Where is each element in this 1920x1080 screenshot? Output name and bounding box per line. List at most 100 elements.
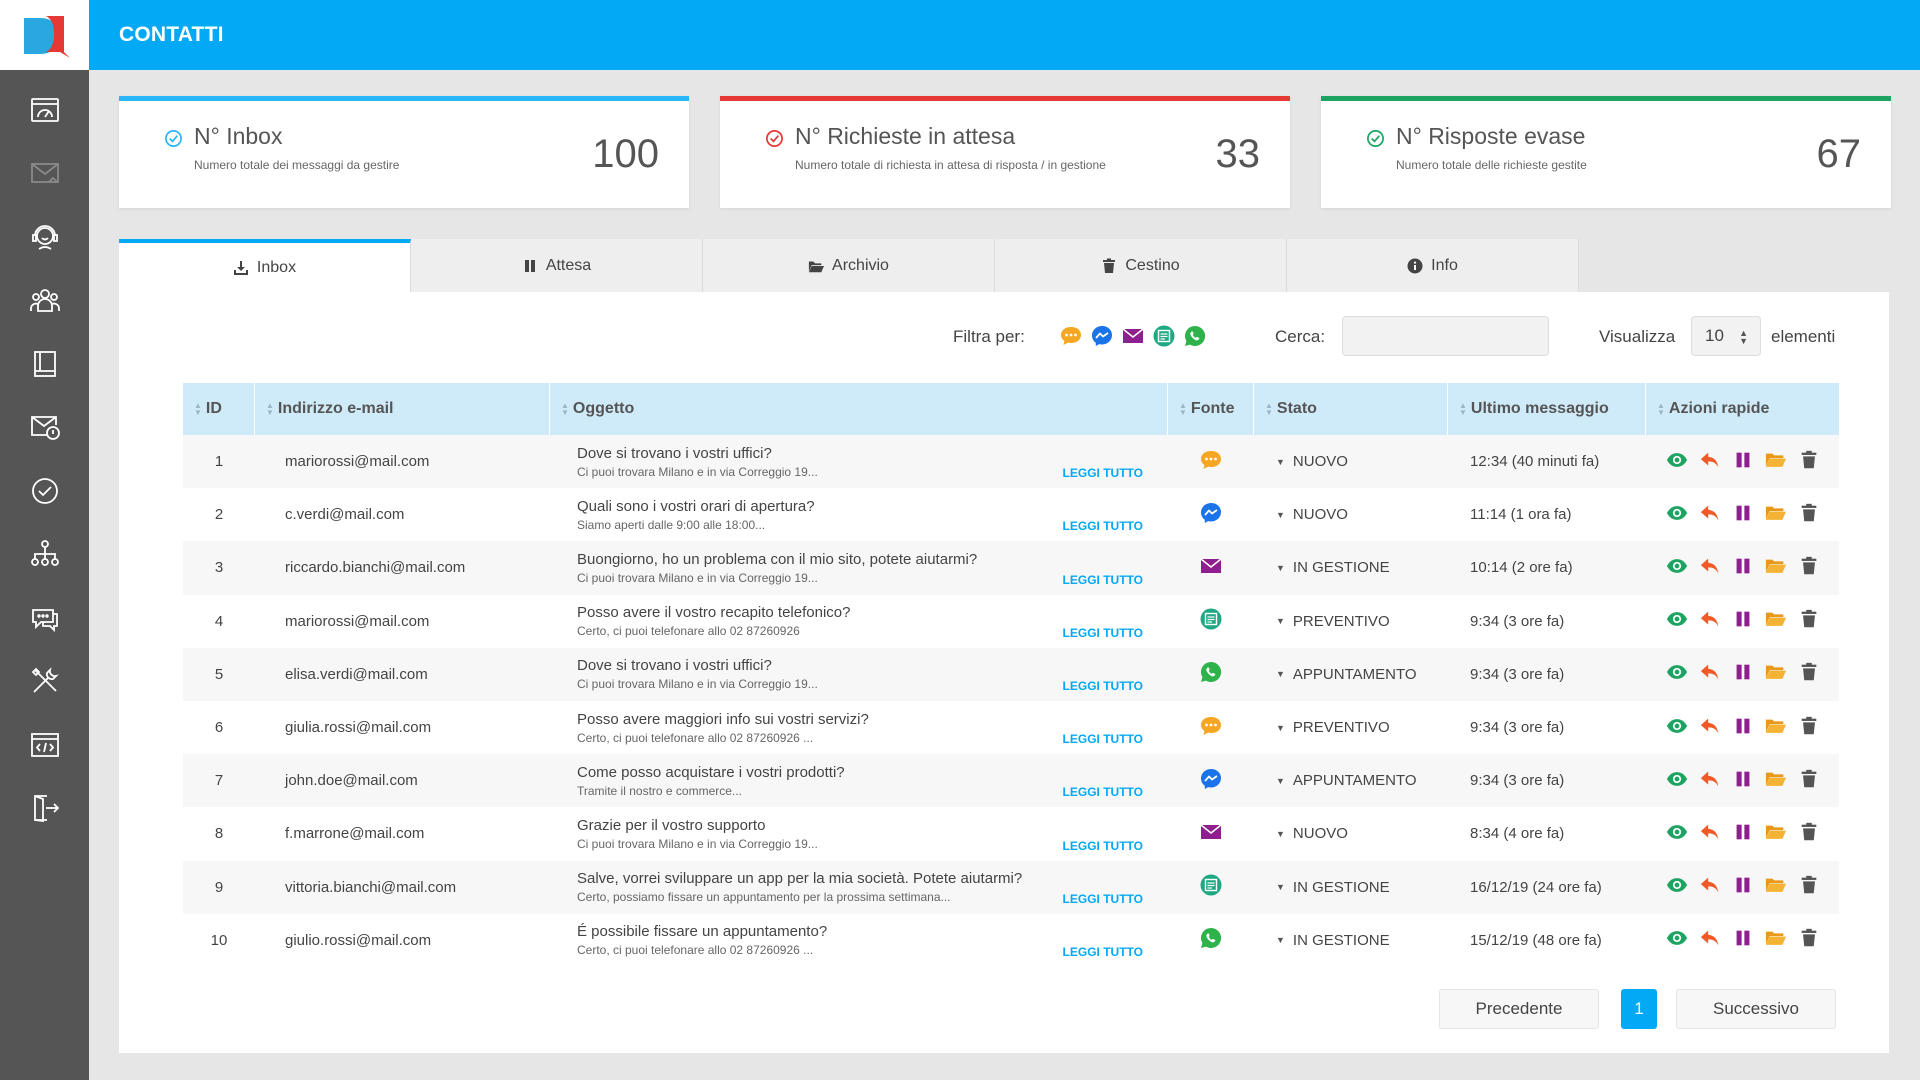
status-dropdown[interactable]: ▼ IN GESTIONE [1254, 861, 1448, 914]
archive-button[interactable] [1765, 821, 1787, 847]
tab-attesa[interactable]: Attesa [411, 239, 703, 292]
status-dropdown[interactable]: ▼ PREVENTIVO [1254, 701, 1448, 754]
read-more-link[interactable]: LEGGI TUTTO [1062, 891, 1143, 906]
table-row[interactable]: 9 vittoria.bianchi@mail.com Salve, vorrei … [183, 860, 1839, 914]
column-header-status[interactable]: ▲ ▼ Stato [1254, 383, 1448, 435]
delete-button[interactable] [1798, 715, 1820, 741]
delete-button[interactable] [1798, 821, 1820, 847]
sidebar-item-logout[interactable] [0, 777, 89, 841]
sidebar-item-mail-timer[interactable] [0, 396, 89, 460]
delete-button[interactable] [1798, 555, 1820, 581]
pause-button[interactable] [1732, 768, 1754, 794]
archive-button[interactable] [1765, 927, 1787, 953]
previous-page-button[interactable]: Precedente [1439, 989, 1599, 1029]
reply-button[interactable] [1699, 768, 1721, 794]
reply-button[interactable] [1699, 821, 1721, 847]
filter-chat-button[interactable] [1059, 324, 1083, 348]
column-header-subject[interactable]: ▲ ▼ Oggetto [550, 383, 1168, 435]
read-more-link[interactable]: LEGGI TUTTO [1062, 466, 1143, 481]
status-dropdown[interactable]: ▼ APPUNTAMENTO [1254, 754, 1448, 807]
table-row[interactable]: 8 f.marrone@mail.com Grazie per il vostro … [183, 807, 1839, 861]
sidebar-item-tools[interactable] [0, 650, 89, 714]
delete-button[interactable] [1798, 874, 1820, 900]
column-header-source[interactable]: ▲ ▼ Fonte [1168, 383, 1254, 435]
read-more-link[interactable]: LEGGI TUTTO [1062, 732, 1143, 747]
filter-messenger-button[interactable] [1090, 324, 1114, 348]
status-dropdown[interactable]: ▼ NUOVO [1254, 435, 1448, 488]
table-row[interactable]: 4 mariorossi@mail.com Posso avere il vostr… [183, 594, 1839, 648]
reply-button[interactable] [1699, 661, 1721, 687]
tab-inbox[interactable]: Inbox [119, 239, 411, 292]
column-header-id[interactable]: ▲ ▼ ID [183, 383, 255, 435]
reply-button[interactable] [1699, 608, 1721, 634]
pause-button[interactable] [1732, 608, 1754, 634]
reply-button[interactable] [1699, 449, 1721, 475]
archive-button[interactable] [1765, 502, 1787, 528]
pause-button[interactable] [1732, 661, 1754, 687]
reply-button[interactable] [1699, 715, 1721, 741]
sidebar-item-done[interactable] [0, 459, 89, 523]
status-dropdown[interactable]: ▼ NUOVO [1254, 488, 1448, 541]
delete-button[interactable] [1798, 449, 1820, 475]
archive-button[interactable] [1765, 715, 1787, 741]
table-row[interactable]: 1 mariorossi@mail.com Dove si trovano i vo… [183, 435, 1839, 489]
table-row[interactable]: 2 c.verdi@mail.com Quali sono i vostri ora… [183, 488, 1839, 542]
status-dropdown[interactable]: ▼ NUOVO [1254, 807, 1448, 860]
delete-button[interactable] [1798, 608, 1820, 634]
view-button[interactable] [1666, 768, 1688, 794]
search-input[interactable] [1342, 316, 1549, 356]
column-header-email[interactable]: ▲ ▼ Indirizzo e-mail [255, 383, 550, 435]
table-row[interactable]: 3 riccardo.bianchi@mail.com Buongiorno, ho… [183, 541, 1839, 595]
status-dropdown[interactable]: ▼ PREVENTIVO [1254, 595, 1448, 648]
pause-button[interactable] [1732, 502, 1754, 528]
archive-button[interactable] [1765, 608, 1787, 634]
reply-button[interactable] [1699, 874, 1721, 900]
page-size-select[interactable]: 10 ▲ ▼ [1691, 316, 1761, 356]
column-header-last-message[interactable]: ▲ ▼ Ultimo messaggio [1448, 383, 1646, 435]
pause-button[interactable] [1732, 874, 1754, 900]
reply-button[interactable] [1699, 927, 1721, 953]
view-button[interactable] [1666, 821, 1688, 847]
sidebar-item-dashboard[interactable] [0, 78, 89, 142]
read-more-link[interactable]: LEGGI TUTTO [1062, 625, 1143, 640]
pause-button[interactable] [1732, 821, 1754, 847]
view-button[interactable] [1666, 715, 1688, 741]
column-header-actions[interactable]: ▲ ▼ Azioni rapide [1657, 400, 1770, 417]
view-button[interactable] [1666, 555, 1688, 581]
status-dropdown[interactable]: ▼ IN GESTIONE [1254, 914, 1448, 967]
view-button[interactable] [1666, 661, 1688, 687]
reply-button[interactable] [1699, 502, 1721, 528]
table-row[interactable]: 6 giulia.rossi@mail.com Posso avere maggio… [183, 700, 1839, 755]
sidebar-item-network[interactable] [0, 523, 89, 587]
read-more-link[interactable]: LEGGI TUTTO [1062, 785, 1143, 800]
sidebar-item-code[interactable] [0, 713, 89, 777]
read-more-link[interactable]: LEGGI TUTTO [1062, 519, 1143, 534]
view-button[interactable] [1666, 449, 1688, 475]
next-page-button[interactable]: Successivo [1676, 989, 1836, 1029]
archive-button[interactable] [1765, 449, 1787, 475]
view-button[interactable] [1666, 608, 1688, 634]
tab-info[interactable]: Info [1287, 239, 1579, 292]
sidebar-item-book[interactable] [0, 332, 89, 396]
read-more-link[interactable]: LEGGI TUTTO [1062, 678, 1143, 693]
sidebar-item-support[interactable] [0, 205, 89, 269]
page-number-button[interactable]: 1 [1621, 989, 1657, 1029]
read-more-link[interactable]: LEGGI TUTTO [1062, 838, 1143, 853]
sidebar-item-users[interactable] [0, 269, 89, 333]
read-more-link[interactable]: LEGGI TUTTO [1062, 944, 1143, 959]
table-row[interactable]: 5 elisa.verdi@mail.com Dove si trovano i v… [183, 647, 1839, 701]
view-button[interactable] [1666, 502, 1688, 528]
delete-button[interactable] [1798, 927, 1820, 953]
view-button[interactable] [1666, 874, 1688, 900]
tab-archivio[interactable]: Archivio [703, 239, 995, 292]
sidebar-item-chat[interactable] [0, 586, 89, 650]
read-more-link[interactable]: LEGGI TUTTO [1062, 572, 1143, 587]
delete-button[interactable] [1798, 768, 1820, 794]
delete-button[interactable] [1798, 502, 1820, 528]
tab-cestino[interactable]: Cestino [995, 239, 1287, 292]
filter-email-button[interactable] [1121, 324, 1145, 348]
logo[interactable] [0, 0, 89, 70]
pause-button[interactable] [1732, 555, 1754, 581]
filter-form-button[interactable] [1152, 324, 1176, 348]
filter-whatsapp-button[interactable] [1183, 324, 1207, 348]
